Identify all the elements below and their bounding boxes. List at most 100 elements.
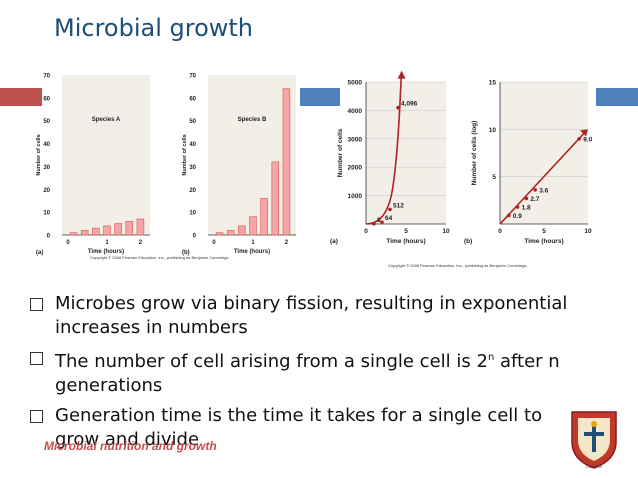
bar [80,230,89,236]
copyright-note-2: Copyright © 2006 Pearson Education, Inc.… [388,263,527,268]
chart-species-b: 0 10 20 30 40 50 60 70 0 1 2 Species B Time (hours) N… [182,74,296,256]
plot-background [500,82,588,224]
bar [136,218,145,236]
series-line [499,132,585,225]
x-tick-label: 0 [364,228,368,235]
panel-label: (b) [182,250,190,256]
y-tick-label: 50 [189,119,196,125]
y-tick-label: 10 [189,211,196,217]
x-tick-label: 5 [542,228,546,235]
bullet-square-icon [30,298,43,311]
bar [271,161,280,236]
y-tick-label: 20 [43,188,50,194]
data-label: 64 [385,215,393,222]
x-axis-label: Time (hours) [88,249,124,255]
accent-bar-right [596,88,638,106]
data-point [380,220,384,224]
series-line [365,76,402,225]
y-tick-label: 0 [193,234,197,240]
bar [69,232,78,236]
y-tick-label: 40 [189,142,196,148]
bullet-item: Generation time is the time it takes for… [30,404,590,452]
y-axis-label: Number of cells (log) [471,121,478,186]
x-tick-label: 1 [105,240,109,246]
x-tick-label: 1 [251,240,255,246]
bullet-text-3: Generation time is the time it takes for… [55,405,543,450]
panel-label: (b) [464,238,472,245]
y-tick-label: 30 [43,165,50,171]
x-axis-label: Time (hours) [234,249,270,255]
x-axis-label: Time (hours) [386,238,425,245]
y-tick-label: 70 [43,74,50,80]
accent-bar-middle [300,88,340,106]
x-tick-label: 5 [404,228,408,235]
bar [125,220,134,236]
data-point [372,221,376,226]
y-tick-label: 4000 [348,108,363,115]
bullet-item: The number of cell arising from a single… [30,346,590,398]
chart-log-growth: 5 10 15 0 5 10 0.91.82.73.6 9.0 Time (hours) Numb… [464,80,593,246]
plot-background [366,82,446,224]
bar [226,230,235,236]
bar [238,225,246,236]
copyright-note-1: Copyright © 2006 Pearson Education, Inc.… [90,255,229,260]
y-tick-label: 40 [43,142,50,148]
data-point [533,188,537,192]
data-label: 8 [377,217,381,224]
y-axis-label: Number of cells [36,134,42,175]
arrow-head-icon [397,70,406,79]
x-tick-label: 10 [442,228,450,235]
bar [114,223,122,236]
data-point [515,205,520,209]
x-axis-label: Time (hours) [524,238,563,245]
y-tick-label: 70 [189,74,196,80]
data-label: 3.6 [539,187,548,194]
y-tick-label: 2000 [348,165,363,172]
plot-background [62,75,150,235]
footer-title: Microbial nutrition and growth [44,439,217,453]
svg-text:LMKOOI: LMKOOI [586,464,602,469]
arrow-head-icon [580,129,588,137]
y-tick-label: 10 [489,127,497,134]
chart-title: Species A [92,117,121,123]
bullet-square-icon [30,410,43,423]
y-tick-label: 20 [189,188,196,194]
panel-label: (a) [330,238,338,245]
chart-title: Species B [238,117,267,123]
data-label: 1.8 [522,204,531,211]
bullet-item: Microbes grow via binary fission, result… [30,292,590,340]
y-tick-label: 60 [43,96,50,102]
y-axis-label: Number of cells [337,128,344,177]
x-tick-label: 0 [498,228,502,235]
y-axis-label: Number of cells [182,134,188,175]
bullet-text-2: The number of cell arising from a single… [55,351,560,396]
y-tick-label: 50 [43,119,50,125]
y-tick-label: 3000 [348,136,363,143]
data-point [388,207,392,212]
y-tick-label: 30 [189,165,196,171]
accent-bar-left [0,88,42,106]
y-tick-label: 60 [189,96,196,102]
bar [282,88,291,236]
plot-background [208,75,296,235]
x-tick-label: 2 [139,240,143,246]
data-label: 2.7 [530,196,539,203]
x-tick-label: 0 [66,240,70,246]
bullet-list: Microbes grow via binary fission, result… [30,292,590,458]
y-tick-label: 10 [43,211,50,217]
y-tick-label: 0 [47,234,51,240]
data-point [524,196,529,201]
bar [249,216,257,236]
y-tick-label: 15 [489,80,497,87]
chart-species-a: 0 10 20 30 40 50 60 70 0 1 2 Species A Time (hours) N… [36,74,150,256]
x-tick-label: 0 [212,240,216,246]
data-point [577,137,581,141]
data-label: 0.9 [513,213,522,220]
data-point [396,105,400,110]
bullet-square-icon [30,352,43,365]
data-label: 512 [393,202,404,209]
bullet-text-1: Microbes grow via binary fission, result… [55,293,568,338]
bar [260,198,268,236]
